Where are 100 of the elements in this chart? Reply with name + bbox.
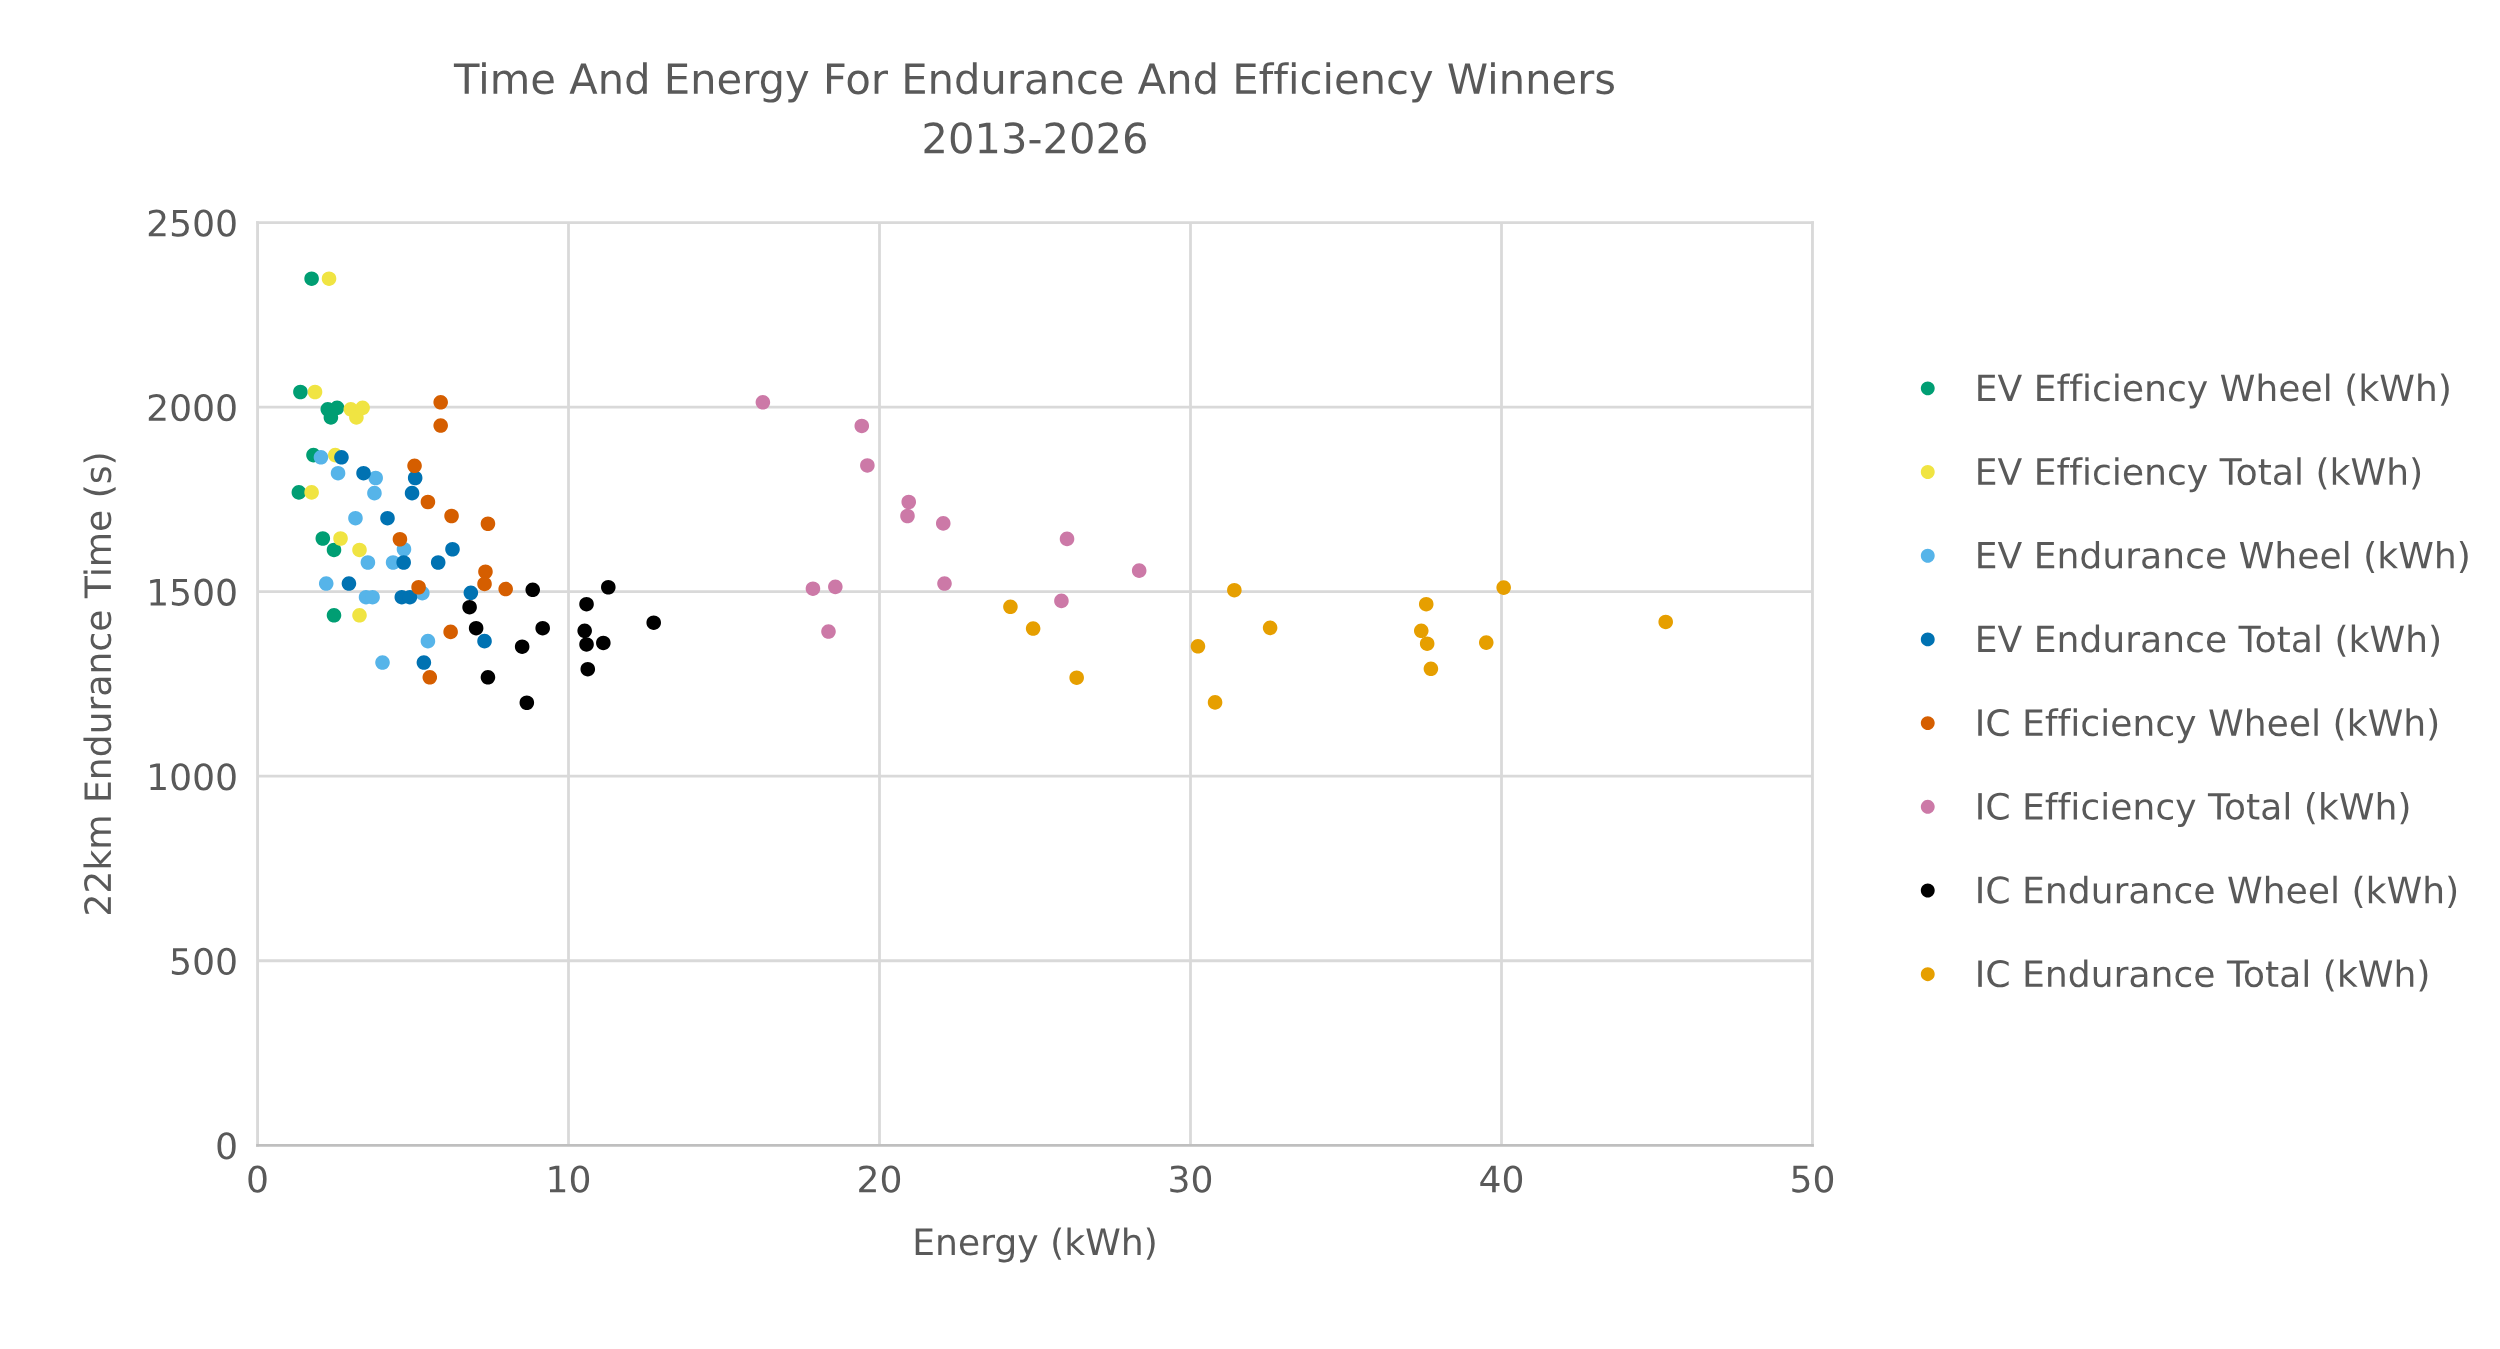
point (646, 615, 661, 630)
point (477, 633, 492, 649)
point (443, 624, 458, 640)
y-tick-label: 500 (171, 947, 236, 975)
point (380, 510, 395, 526)
point (293, 384, 308, 400)
point (352, 608, 367, 623)
legend-label: IC Endurance Total (kWh) (1978, 959, 2428, 992)
y-tick-label: 0 (217, 1132, 236, 1160)
point (1418, 596, 1434, 612)
point (1190, 639, 1206, 654)
chart-title: Time And Energy For Endurance And Efficiency Winners 2013-2026 (453, 62, 1614, 154)
point (433, 395, 448, 410)
point (304, 271, 319, 286)
point (333, 531, 348, 546)
point (580, 661, 596, 677)
point (854, 418, 870, 434)
point (420, 494, 436, 510)
x-tick-label: 0 (248, 1165, 267, 1193)
point (1054, 593, 1069, 609)
point (480, 670, 496, 685)
point (828, 579, 843, 595)
point (430, 555, 446, 570)
point (468, 620, 484, 636)
y-axis-title: 22km Endurance Time (s) (83, 454, 116, 914)
point (334, 450, 349, 465)
point (445, 541, 460, 557)
point (1059, 531, 1075, 547)
point (392, 531, 408, 547)
point (514, 639, 530, 654)
point (478, 564, 493, 580)
point (480, 516, 496, 532)
point (525, 582, 541, 598)
point (900, 508, 915, 524)
point (755, 395, 771, 410)
point (935, 516, 951, 531)
point (1025, 621, 1041, 636)
point (352, 542, 367, 558)
legend-label: IC Efficiency Total (kWh) (1978, 792, 2409, 827)
point (1419, 636, 1435, 651)
point (307, 384, 323, 400)
y-tick-label: 2000 (148, 394, 236, 422)
point (348, 510, 363, 526)
point (937, 576, 952, 591)
x-tick-label: 30 (1170, 1165, 1212, 1193)
point (444, 508, 459, 524)
point (860, 458, 875, 473)
point (1658, 614, 1673, 630)
legend-label: EV Efficiency Wheel (kWh) (1978, 373, 2449, 409)
point (821, 624, 836, 639)
point (326, 542, 342, 558)
point (463, 585, 479, 601)
point (407, 458, 422, 474)
point (1207, 695, 1223, 710)
point (356, 465, 371, 481)
point (1069, 670, 1084, 685)
point (519, 695, 535, 711)
y-tick-label: 2500 (148, 209, 236, 237)
y-tick-label: 1500 (150, 578, 236, 606)
point (318, 576, 334, 591)
point (368, 470, 383, 486)
point (535, 620, 550, 636)
point (304, 485, 319, 500)
point (422, 670, 438, 685)
point (579, 596, 594, 612)
x-axis-title: Energy (kWh) (915, 1227, 1155, 1263)
x-tick-label: 40 (1480, 1165, 1523, 1193)
legend-label: EV Efficiency Total (kWh) (1978, 457, 2421, 493)
x-tick-label: 20 (859, 1165, 901, 1193)
point (396, 555, 411, 570)
point (433, 418, 448, 433)
point (420, 633, 436, 649)
point (341, 576, 357, 591)
point (477, 576, 492, 592)
legend-label: IC Endurance Wheel (kWh) (1978, 875, 2457, 908)
point (1478, 635, 1494, 650)
point (1227, 582, 1242, 598)
x-tick-label: 10 (549, 1165, 590, 1193)
x-tick-label: 50 (1792, 1165, 1834, 1193)
point (313, 450, 329, 465)
point (1003, 599, 1018, 615)
point (579, 637, 594, 652)
point (411, 579, 426, 595)
point (901, 494, 917, 510)
point (1413, 623, 1429, 639)
point (601, 579, 616, 595)
point (1262, 620, 1278, 636)
point (355, 400, 370, 416)
point (329, 400, 345, 416)
point (291, 485, 307, 500)
point (805, 581, 821, 596)
point (1423, 661, 1439, 677)
point (360, 555, 376, 570)
point (375, 655, 390, 670)
point (596, 635, 611, 651)
point (577, 623, 592, 639)
point (404, 485, 420, 501)
legend-label: IC Efficiency Wheel (kWh) (1978, 708, 2438, 744)
y-tick-label: 1000 (150, 763, 236, 791)
point (498, 581, 513, 597)
